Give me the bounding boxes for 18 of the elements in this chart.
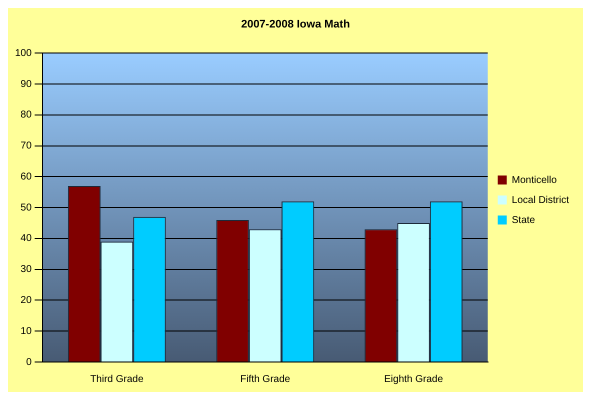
- legend-label: Local District: [512, 194, 570, 206]
- legend-label: State: [512, 214, 536, 226]
- chart-title: 2007-2008 Iowa Math: [241, 18, 350, 31]
- y-tick-label: 70: [20, 140, 32, 152]
- y-tick-label: 100: [14, 48, 32, 59]
- y-tick-label: 0: [26, 356, 32, 368]
- x-tick-label: Fifth Grade: [240, 374, 291, 385]
- y-tick-label: 10: [20, 326, 32, 337]
- y-tick-label: 80: [20, 110, 32, 121]
- y-tick-label: 30: [20, 264, 32, 276]
- y-tick-label: 90: [20, 78, 32, 90]
- y-tick-label: 60: [20, 171, 32, 182]
- x-tick-label: Eighth Grade: [384, 374, 444, 385]
- x-tick-label: Third Grade: [90, 374, 144, 385]
- legend-label: Monticello: [512, 174, 558, 186]
- y-tick-label: 50: [20, 202, 32, 214]
- y-tick-label: 40: [20, 233, 32, 244]
- y-tick-label: 20: [20, 294, 32, 306]
